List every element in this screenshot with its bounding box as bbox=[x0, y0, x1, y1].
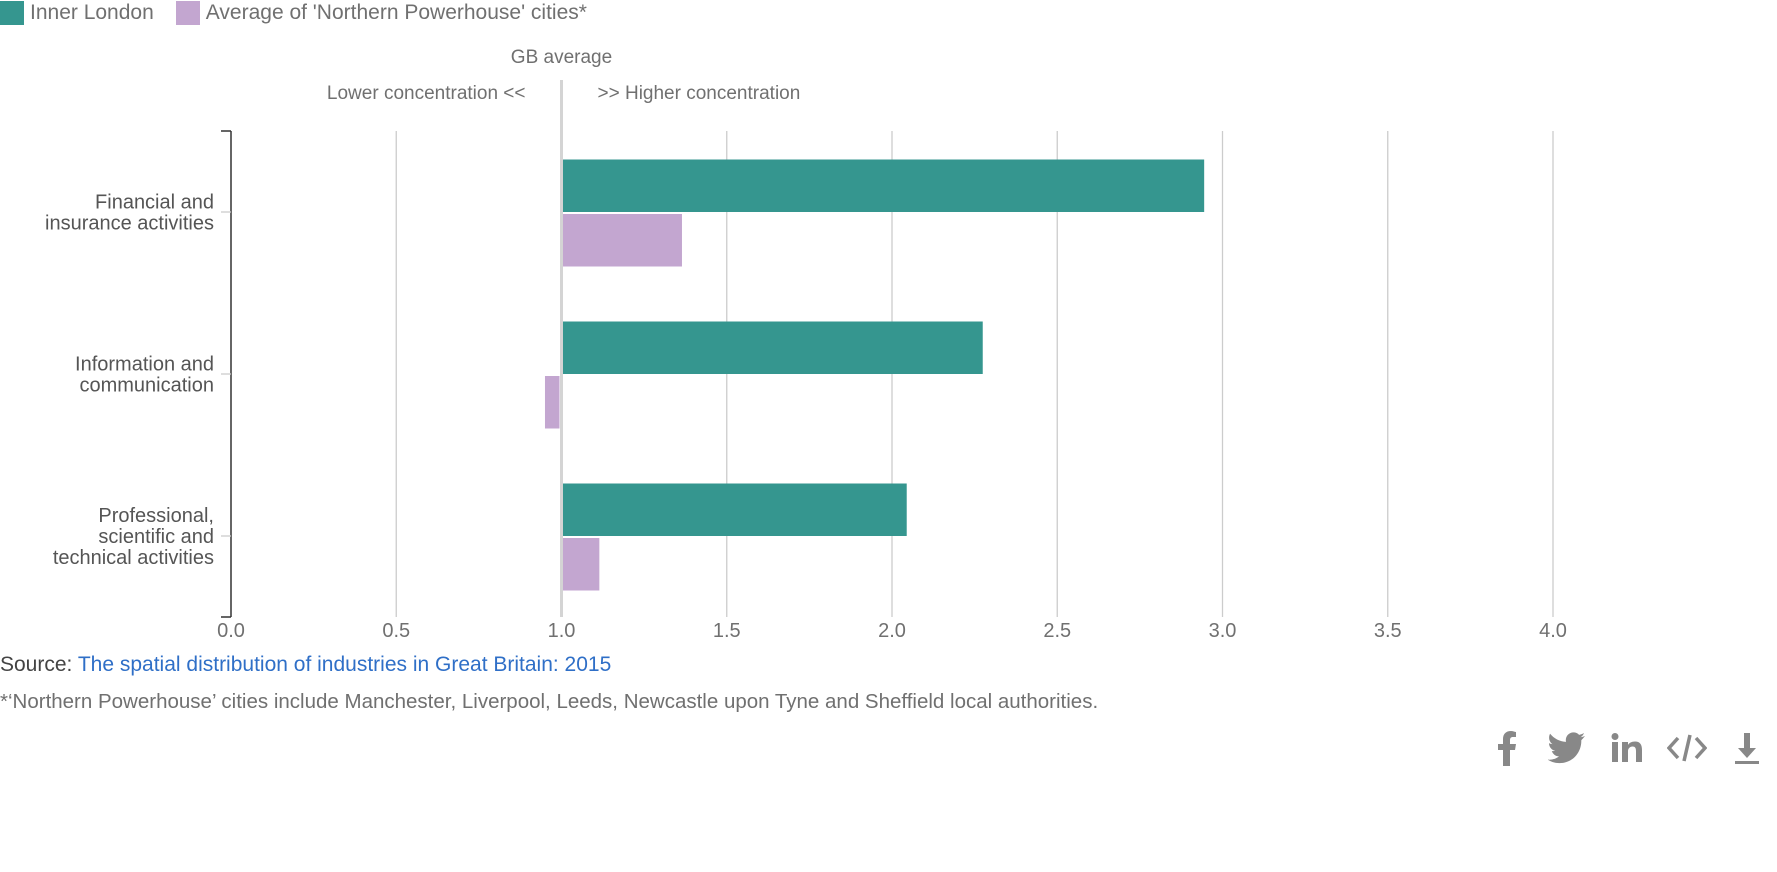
twitter-icon[interactable] bbox=[1547, 728, 1587, 768]
gb-average-label: GB average bbox=[511, 47, 612, 68]
bar-northern-powerhouse[interactable] bbox=[544, 376, 560, 429]
legend-label-inner-london: Inner London bbox=[30, 1, 154, 24]
legend-swatch-northern-powerhouse bbox=[175, 1, 200, 25]
category-label: scientific and bbox=[98, 526, 214, 548]
x-tick-label: 0.0 bbox=[217, 620, 245, 642]
category-label: technical activities bbox=[53, 547, 214, 569]
category-label: Professional, bbox=[98, 505, 214, 527]
source-prefix: Source: bbox=[0, 653, 78, 676]
higher-concentration-label: >> Higher concentration bbox=[598, 83, 801, 104]
bar-northern-powerhouse[interactable] bbox=[563, 214, 682, 267]
share-toolbar bbox=[1487, 728, 1767, 768]
legend-item-northern-powerhouse[interactable]: Average of 'Northern Powerhouse' cities* bbox=[175, 1, 587, 25]
category-label: Information and bbox=[75, 354, 214, 376]
x-tick-label: 3.0 bbox=[1209, 620, 1237, 642]
x-tick-label: 1.5 bbox=[713, 620, 741, 642]
bar-inner-london[interactable] bbox=[563, 159, 1205, 213]
lower-concentration-label: Lower concentration << bbox=[327, 83, 526, 104]
x-tick-label: 3.5 bbox=[1374, 620, 1402, 642]
footnote: *‘Northern Powerhouse’ cities include Ma… bbox=[0, 690, 1099, 713]
source-link[interactable]: The spatial distribution of industries i… bbox=[77, 653, 612, 676]
source-line: Source: The spatial distribution of indu… bbox=[0, 653, 611, 677]
x-tick-label: 0.5 bbox=[382, 620, 410, 642]
chart-legend: Inner London Average of 'Northern Powerh… bbox=[0, 0, 609, 26]
embed-icon[interactable] bbox=[1667, 728, 1707, 768]
legend-swatch-inner-london bbox=[0, 1, 24, 25]
bar-northern-powerhouse[interactable] bbox=[563, 538, 600, 591]
x-tick-label: 2.0 bbox=[878, 620, 906, 642]
category-label: insurance activities bbox=[45, 213, 214, 235]
legend-item-inner-london[interactable]: Inner London bbox=[0, 1, 154, 25]
x-tick-label: 4.0 bbox=[1539, 620, 1567, 642]
category-label: Financial and bbox=[95, 192, 214, 214]
download-icon[interactable] bbox=[1727, 728, 1767, 768]
bar-chart: 0.0 0.5 1.0 1.5 2.0 2.5 3.0 3.5 4.0 GB average Low… bbox=[45, 47, 1567, 642]
category-label: communication bbox=[79, 375, 214, 397]
legend-label-northern-powerhouse: Average of 'Northern Powerhouse' cities* bbox=[205, 1, 587, 24]
facebook-icon[interactable] bbox=[1487, 728, 1527, 768]
x-tick-label: 2.5 bbox=[1043, 620, 1071, 642]
x-tick-label: 1.0 bbox=[548, 620, 576, 642]
bar-inner-london[interactable] bbox=[563, 483, 907, 537]
linkedin-icon[interactable] bbox=[1607, 728, 1647, 768]
bar-inner-london[interactable] bbox=[563, 321, 983, 375]
